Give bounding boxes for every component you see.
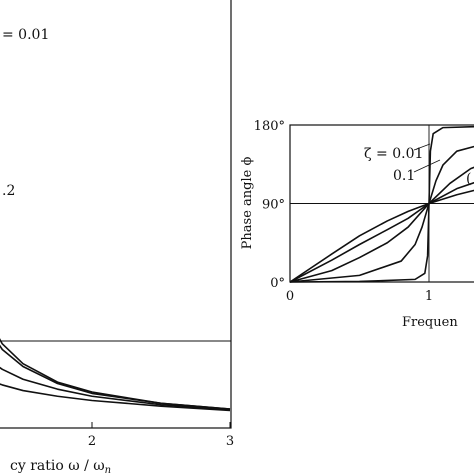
left-series-line-2 (0, 344, 231, 410)
left-x-axis-label: cy ratio ω / ωn (10, 458, 111, 474)
right-leader-zeta-001 (413, 143, 431, 151)
right-annotation-zeta-01: 0.1 (393, 168, 415, 184)
right-series-line-4 (289, 181, 474, 283)
right-y-tick-label-1: 0° (270, 276, 285, 291)
left-series-line-1 (0, 338, 231, 410)
right-x-tick-label-2: 1 (425, 289, 433, 304)
right-annotation-clipped: ( (466, 171, 471, 187)
left-annotation-zeta-001: = 0.01 (2, 27, 49, 43)
right-series-line-5 (289, 189, 474, 283)
left-x-axis-label-sub: n (105, 465, 111, 474)
left-annotation-zeta-02: .2 (2, 183, 15, 199)
left-x-axis-label-text: cy ratio ω / ω (10, 458, 105, 474)
right-y-ticks: 0° 90° 180° (254, 119, 285, 291)
right-y-tick-label-3: 180° (254, 119, 285, 134)
left-series-line-3 (0, 366, 231, 411)
right-x-tick-label-1: 0 (286, 289, 294, 304)
right-annotation-zeta-001: ζ = 0.01 (364, 146, 423, 162)
right-y-axis-label: Phase angle ϕ (240, 157, 255, 250)
right-x-axis-label: Frequen (402, 315, 458, 330)
right-series-group (289, 125, 474, 283)
right-series-line-1 (289, 125, 474, 283)
right-y-tick-label-2: 90° (262, 198, 285, 213)
left-x-tick-label-1: 2 (88, 434, 96, 449)
right-leader-zeta-01 (413, 159, 441, 173)
right-series-line-2 (289, 145, 474, 283)
left-plot-frame (0, 0, 232, 429)
left-series-line-4 (0, 383, 231, 412)
right-series-line-3 (289, 166, 474, 283)
left-series-group (0, 338, 231, 412)
left-x-tick-label-2: 3 (226, 434, 234, 449)
